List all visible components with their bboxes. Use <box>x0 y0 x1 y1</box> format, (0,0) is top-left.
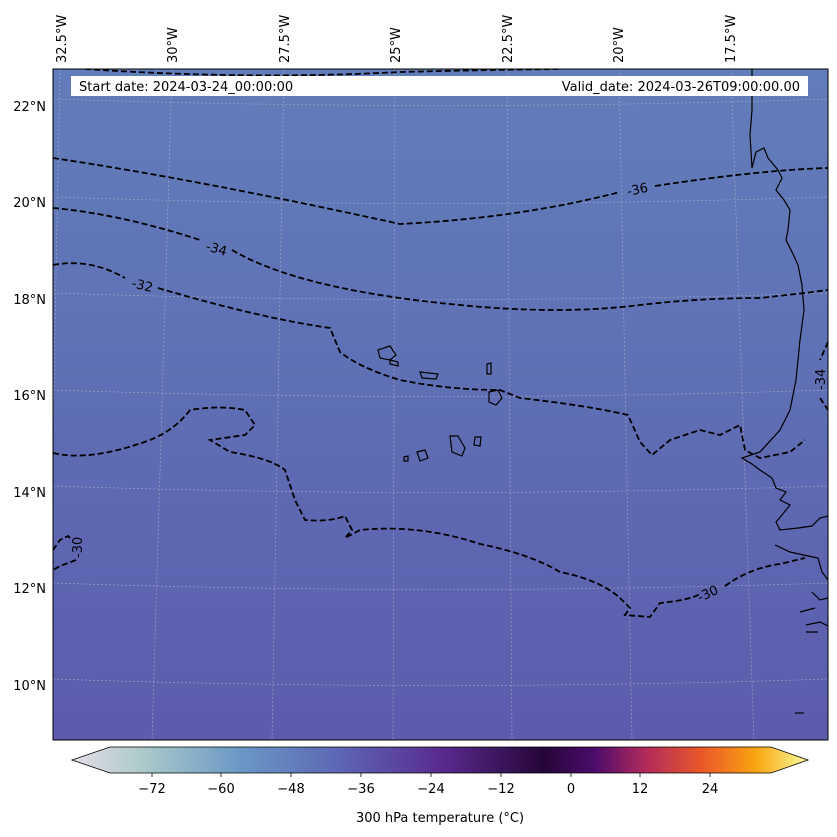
contour-38 <box>84 69 561 77</box>
temperature-field <box>53 69 828 740</box>
island-fogo <box>416 449 429 462</box>
lat-label: 16°N <box>13 389 46 404</box>
contour-32 <box>53 262 806 459</box>
contour-label: -36 <box>626 181 650 200</box>
contour-labels: -36 -34 -32 -34 -30 -30 <box>71 181 829 606</box>
start-date-label: Start date: 2024-03-24_00:00:00 <box>79 80 293 95</box>
colorbar-tick-label: −12 <box>487 782 514 797</box>
island-maio <box>473 436 482 447</box>
contour-label: -34 <box>814 369 829 390</box>
island-sal <box>486 362 492 375</box>
island-brava <box>403 455 409 462</box>
contour-label: -30 <box>71 537 86 558</box>
colorbar-ticks <box>151 773 711 777</box>
contours <box>53 69 828 618</box>
valid-date-label: Valid_date: 2024-03-26T09:00:00.00 <box>562 80 800 95</box>
lat-label: 12°N <box>13 582 46 597</box>
coastlines <box>377 69 828 714</box>
longitude-labels: 32.5°W 30°W 27.5°W 25°W 22.5°W 20°W 17.5… <box>55 15 739 63</box>
colorbar-tick-label: 12 <box>632 782 649 797</box>
colorbar-tick-label: −72 <box>138 782 165 797</box>
colorbar-label: 300 hPa temperature (°C) <box>356 811 524 826</box>
african-coast-guinea <box>774 544 828 633</box>
colorbar-tick-label: 24 <box>702 782 719 797</box>
contour-30 <box>53 406 806 618</box>
africa-coast <box>740 69 828 531</box>
lat-label: 14°N <box>13 486 46 501</box>
date-header: Start date: 2024-03-24_00:00:00 Valid_da… <box>71 76 808 96</box>
colorbar-tick-label: −24 <box>417 782 444 797</box>
map-area: -36 -34 -32 -34 -30 -30 <box>52 68 829 741</box>
lon-label: 22.5°W <box>501 15 516 63</box>
contour-label: -32 <box>130 276 154 296</box>
island-san-antao <box>377 345 397 361</box>
map-frame <box>52 68 829 741</box>
island-boa-vista <box>488 389 503 406</box>
lon-label: 17.5°W <box>724 15 739 63</box>
colorbar-body <box>70 746 810 774</box>
contour-34 <box>53 207 828 311</box>
contour-label: -34 <box>204 239 229 259</box>
lat-label: 22°N <box>13 100 46 115</box>
lon-label: 30°W <box>166 27 181 63</box>
colorbar-tick-label: −60 <box>207 782 234 797</box>
latitude-labels: 22°N 20°N 18°N 16°N 14°N 12°N 10°N <box>13 100 46 694</box>
contour-34-east <box>819 341 828 411</box>
lon-label: 32.5°W <box>55 15 70 63</box>
colorbar: −72 −60 −48 −36 −24 −12 0 12 24 300 hPa … <box>70 746 810 826</box>
gridlines <box>53 69 828 740</box>
lon-label: 25°W <box>389 27 404 63</box>
lon-label: 20°W <box>612 27 627 63</box>
lon-label: 27.5°W <box>278 15 293 63</box>
colorbar-tick-label: −36 <box>347 782 374 797</box>
lat-label: 10°N <box>13 679 46 694</box>
island-sao-vicente <box>389 359 399 367</box>
island-santiago <box>449 435 466 457</box>
contour-30-west <box>53 534 77 571</box>
island-santa-luzia <box>419 371 439 380</box>
contour-36 <box>53 157 828 225</box>
colorbar-tick-label: −48 <box>277 782 304 797</box>
lat-label: 20°N <box>13 196 46 211</box>
lat-label: 18°N <box>13 293 46 308</box>
colorbar-tick-label: 0 <box>567 782 575 797</box>
